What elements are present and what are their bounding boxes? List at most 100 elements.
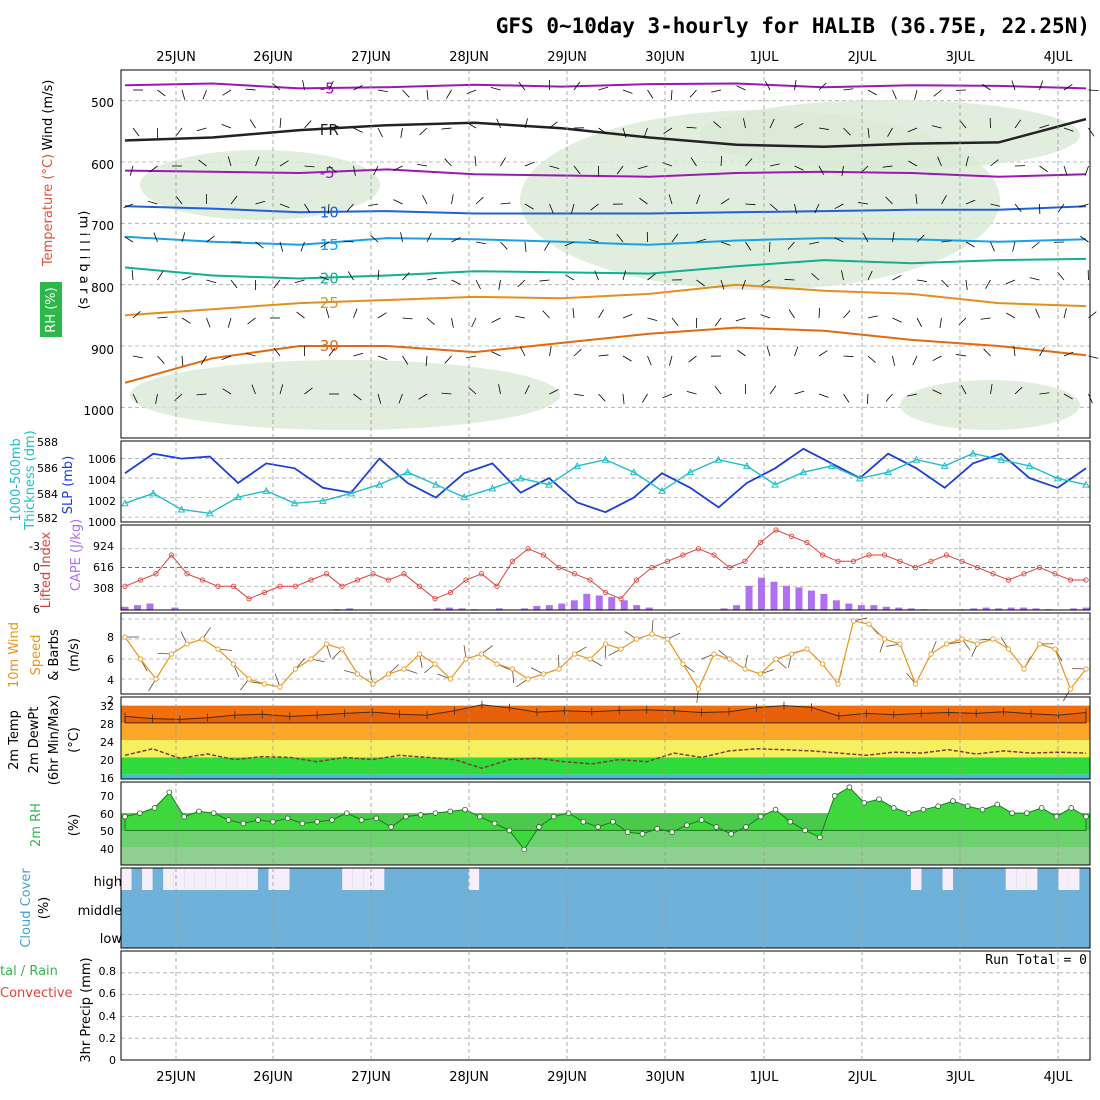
wind-barb bbox=[908, 160, 918, 167]
rh2m-marker bbox=[802, 827, 808, 834]
wind-barb bbox=[377, 312, 387, 319]
isotherm-label: -5 bbox=[320, 79, 335, 97]
cape-bar bbox=[882, 606, 890, 610]
wind-barb bbox=[206, 235, 215, 243]
tick-label-right: 1000 bbox=[88, 516, 116, 529]
cape-bar bbox=[520, 608, 528, 610]
wind-barb bbox=[468, 387, 477, 395]
wind-barb bbox=[811, 273, 820, 281]
wind10m-marker bbox=[680, 661, 686, 667]
cloud-high-clear bbox=[1016, 868, 1027, 890]
wind-barb bbox=[843, 88, 854, 91]
cloud-high-clear bbox=[942, 868, 954, 890]
wind10m-marker bbox=[354, 671, 361, 677]
lifted-index-marker bbox=[385, 577, 392, 583]
wind-barb bbox=[818, 350, 828, 357]
wind-barb bbox=[720, 155, 723, 167]
date-label-top: 4JUL bbox=[1044, 50, 1074, 65]
tick-label-right: 924 bbox=[93, 540, 114, 553]
panel-backgrounds bbox=[121, 100, 1090, 1039]
wind10m-axis: 8 6 4 2 10m Wind Speed & Barbs (m/s) bbox=[7, 622, 114, 707]
thickness-line bbox=[124, 452, 1087, 515]
temp-band bbox=[121, 774, 1090, 779]
wind-barb bbox=[907, 127, 918, 133]
tick-label: 8 bbox=[107, 631, 114, 644]
wind-barb bbox=[814, 203, 820, 214]
wind-barb bbox=[564, 241, 575, 247]
wind-barb bbox=[931, 125, 942, 129]
wind-barb bbox=[571, 203, 575, 214]
wind-barb bbox=[662, 393, 673, 399]
top-date-axis: 25JUN 26JUN 27JUN 28JUN 29JUN 30JUN 1JUL… bbox=[156, 50, 1073, 65]
wind-barb bbox=[794, 80, 797, 91]
wind-barb bbox=[515, 315, 526, 319]
lifted-index-marker bbox=[773, 527, 779, 533]
wind-barb bbox=[941, 240, 952, 243]
wind10m-marker bbox=[556, 666, 562, 672]
thickness-axis: 588 586 584 582 1006 1004 1002 1000 1000… bbox=[9, 430, 116, 530]
wind-barb bbox=[965, 241, 975, 248]
isotherm-label: 25 bbox=[320, 294, 339, 312]
rh2m-marker bbox=[920, 806, 927, 813]
wind-barb bbox=[696, 279, 705, 287]
wind-barb bbox=[549, 203, 554, 214]
ylabel-thickness-1: 1000-500mb bbox=[9, 438, 24, 522]
lifted-index-marker bbox=[618, 596, 624, 602]
wind-barb bbox=[300, 241, 305, 252]
lifted-index-marker bbox=[122, 583, 128, 589]
isotherm-line bbox=[124, 326, 1087, 384]
tick-label: 6 bbox=[107, 653, 114, 666]
wind-barb bbox=[426, 232, 432, 243]
wind-barb bbox=[990, 159, 999, 167]
cape-bar bbox=[907, 608, 915, 610]
wind-barb bbox=[181, 276, 192, 281]
wind-barb bbox=[466, 89, 477, 95]
cape-bar bbox=[995, 608, 1003, 610]
rh2m-marker bbox=[358, 817, 365, 823]
wind-barb bbox=[809, 241, 820, 245]
rh2m-marker bbox=[654, 825, 661, 832]
wind-barb bbox=[1063, 165, 1068, 176]
wind-barb bbox=[377, 393, 382, 404]
thickness-marker bbox=[234, 493, 242, 501]
wind-barb bbox=[304, 165, 315, 168]
wind10m-marker bbox=[432, 661, 438, 667]
wind-barb bbox=[444, 355, 452, 364]
rh2m-marker bbox=[388, 824, 394, 830]
wind-barb bbox=[598, 309, 604, 319]
thickness-marker bbox=[940, 461, 949, 469]
lifted-index-marker bbox=[509, 558, 516, 564]
rh2m-marker bbox=[979, 806, 986, 813]
wind-barb bbox=[370, 235, 379, 243]
wind-barb bbox=[1006, 312, 1016, 319]
wind10m-marker bbox=[742, 666, 748, 672]
rh-band bbox=[121, 847, 1090, 865]
tick-label-left: 6 bbox=[33, 603, 40, 616]
date-label-bottom: 27JUN bbox=[351, 1070, 391, 1085]
wind-barb bbox=[573, 165, 581, 175]
legend-convective: Convective bbox=[0, 986, 73, 1001]
panel-frame bbox=[120, 696, 1091, 780]
wind-barb bbox=[181, 89, 186, 100]
wind-barb bbox=[524, 241, 527, 252]
wind-barb bbox=[1039, 392, 1050, 395]
wind-barb bbox=[418, 393, 428, 400]
rh2m-marker bbox=[210, 810, 217, 816]
lifted-axis: -3 0 3 6 924 616 308 Lifted Index CAPE (… bbox=[29, 519, 114, 616]
wind-barb bbox=[764, 80, 771, 91]
cloud-high-clear bbox=[215, 868, 227, 890]
bottom-date-axis: 25JUN 26JUN 27JUN 28JUN 29JUN 30JUN 1JUL… bbox=[156, 1070, 1073, 1085]
tick-label-left: 584 bbox=[37, 488, 58, 501]
wind10m-marker bbox=[246, 676, 252, 682]
thickness-marker bbox=[375, 480, 384, 488]
wind-barb bbox=[500, 157, 506, 167]
wind10m-marker bbox=[943, 641, 950, 647]
wind-barb bbox=[720, 198, 730, 205]
wind10m-marker bbox=[881, 636, 888, 642]
wind-barb bbox=[157, 89, 166, 97]
rh2m-marker bbox=[935, 803, 941, 810]
tick-label: 1000 bbox=[83, 404, 114, 418]
wind-barb bbox=[720, 241, 731, 246]
lifted-index-marker bbox=[928, 558, 934, 564]
rh2m-marker bbox=[861, 799, 868, 806]
